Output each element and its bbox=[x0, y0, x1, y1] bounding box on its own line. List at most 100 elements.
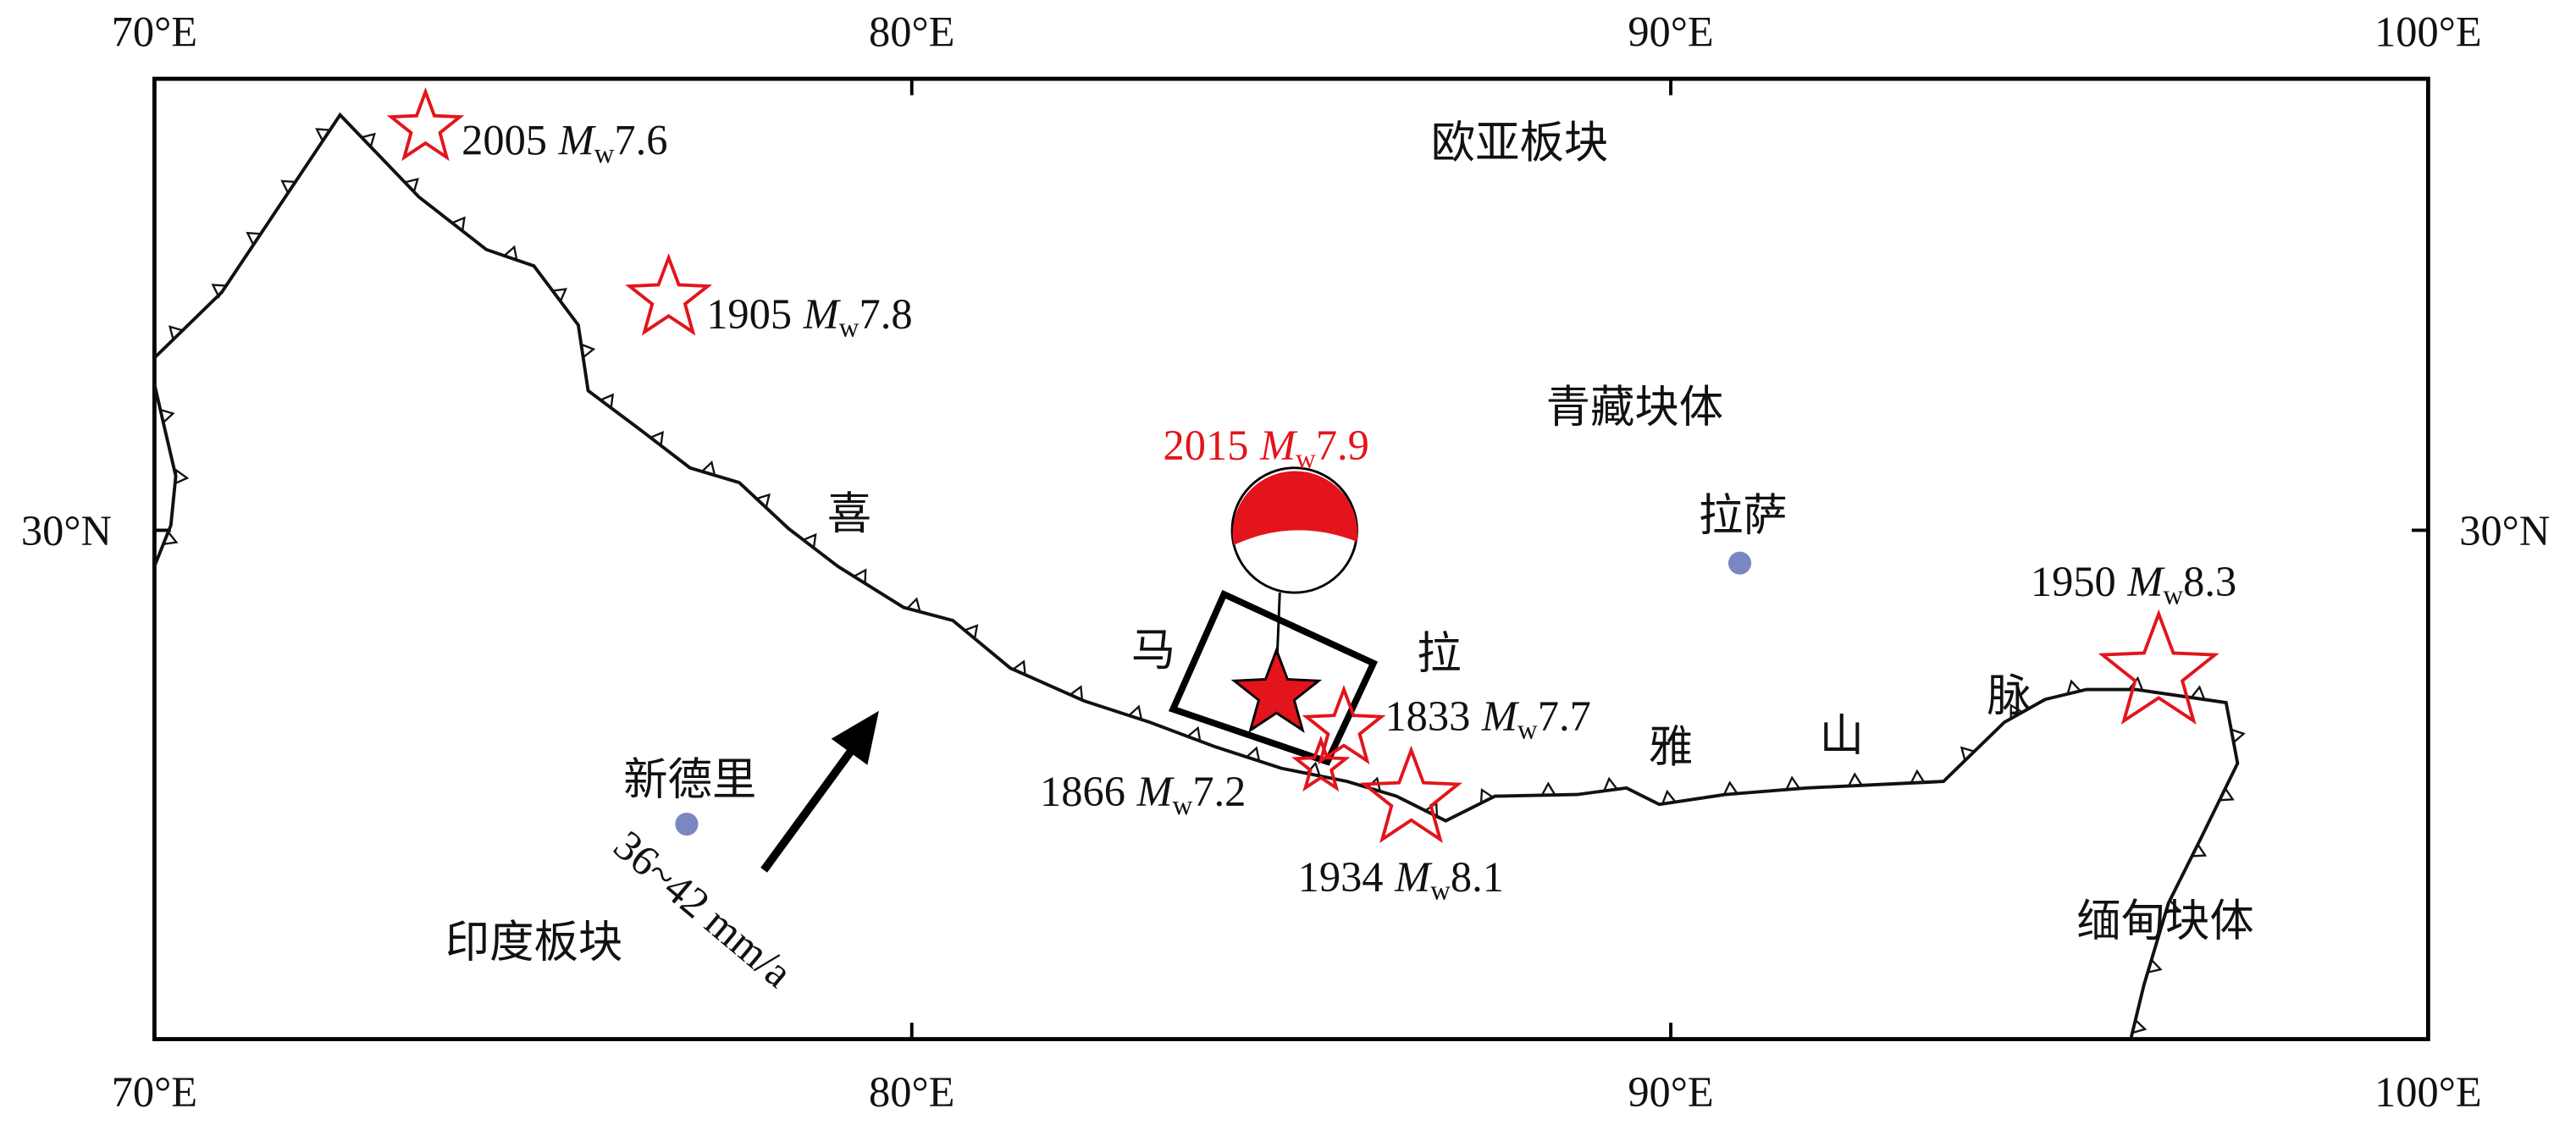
longitude-label: 90°E bbox=[1628, 1068, 1713, 1116]
magnitude-subscript: w bbox=[839, 313, 860, 344]
thrust-tooth bbox=[1909, 769, 1926, 785]
earthquake-star bbox=[1302, 684, 1386, 765]
thrust-tooth bbox=[598, 393, 615, 411]
magnitude-subscript: w bbox=[1517, 715, 1538, 746]
region-label: 印度板块 bbox=[445, 917, 622, 968]
thrust-tooth bbox=[2230, 728, 2246, 745]
longitude-label: 80°E bbox=[869, 8, 954, 55]
magnitude-symbol: M bbox=[1481, 692, 1520, 740]
magnitude-symbol: M bbox=[1394, 853, 1433, 901]
mountain-range-char: 喜 bbox=[827, 488, 871, 539]
earthquake-label: 1934 Mw8.1 bbox=[1298, 853, 1504, 907]
thrust-tooth bbox=[402, 177, 419, 194]
longitude-label: 90°E bbox=[1628, 8, 1713, 55]
earthquake-magnitude: 7.7 bbox=[1538, 692, 1591, 740]
thrust-tooth bbox=[211, 284, 229, 299]
thrust-tooth bbox=[1244, 746, 1261, 763]
magnitude-symbol: M bbox=[1259, 422, 1298, 469]
thrust-tooth bbox=[550, 288, 567, 304]
thrust-tooth bbox=[1011, 659, 1026, 676]
rupture-box bbox=[1168, 589, 1379, 766]
thrust-tooth bbox=[962, 624, 979, 641]
earthquake-star bbox=[1291, 736, 1351, 792]
earthquake-year: 2005 bbox=[462, 116, 547, 163]
longitude-label: 70°E bbox=[112, 1068, 197, 1116]
magnitude-subscript: w bbox=[1173, 791, 1193, 821]
magnitude-symbol: M bbox=[558, 116, 597, 163]
motion-arrow-head bbox=[831, 710, 879, 765]
thrust-tooth bbox=[1186, 725, 1202, 743]
thrust-tooth bbox=[502, 245, 518, 262]
thrust-tooth bbox=[755, 493, 771, 510]
earthquake-magnitude: 7.6 bbox=[614, 116, 667, 163]
thrust-tooth bbox=[1722, 780, 1739, 797]
thrust-tooth bbox=[1602, 776, 1619, 792]
motion-arrow-shaft bbox=[760, 739, 861, 873]
thrust-tooth bbox=[1960, 746, 1976, 763]
earthquake-year: 1950 bbox=[2031, 558, 2116, 605]
earthquake-label: 1905 Mw7.8 bbox=[706, 290, 912, 344]
thrust-tooth bbox=[1661, 789, 1678, 806]
thrust-tooth bbox=[801, 532, 817, 550]
mountain-range-char: 脉 bbox=[1987, 670, 2031, 722]
thrust-tooth bbox=[1305, 761, 1322, 778]
earthquake-label: 1866 Mw7.2 bbox=[1040, 768, 1246, 821]
earthquake-magnitude: 8.3 bbox=[2183, 558, 2236, 605]
thrust-tooth bbox=[280, 179, 297, 196]
thrust-tooth bbox=[1784, 775, 1802, 791]
map-frame bbox=[152, 76, 2430, 1042]
longitude-label: 80°E bbox=[869, 1068, 954, 1116]
thrust-tooth bbox=[2146, 957, 2163, 974]
thrust-tooth bbox=[158, 408, 175, 425]
city-label: 新德里 bbox=[623, 754, 756, 806]
earthquake-year: 1866 bbox=[1040, 768, 1125, 815]
earthquake-label: 2005 Mw7.6 bbox=[462, 116, 667, 169]
earthquake-star bbox=[625, 252, 713, 336]
thrust-tooth bbox=[1068, 685, 1084, 702]
latitude-label: 30°N bbox=[2459, 507, 2550, 554]
mountain-range-char: 马 bbox=[1131, 624, 1175, 676]
thrust-tooth bbox=[699, 460, 716, 477]
region-label: 欧亚板块 bbox=[1431, 117, 1608, 168]
thrust-tooth bbox=[315, 128, 332, 143]
thrust-tooth bbox=[1540, 781, 1557, 797]
magnitude-symbol: M bbox=[1136, 768, 1175, 815]
thrust-tooth bbox=[579, 343, 596, 360]
magnitude-subscript: w bbox=[594, 139, 615, 169]
thrust-tooth bbox=[162, 530, 179, 546]
thrust-tooth bbox=[174, 468, 190, 485]
thrust-tooth bbox=[2131, 1017, 2148, 1034]
thrust-tooth bbox=[852, 568, 867, 586]
earthquake-magnitude: 7.2 bbox=[1192, 768, 1246, 815]
longitude-label: 70°E bbox=[112, 8, 197, 55]
city-marker bbox=[1727, 551, 1752, 575]
earthquake-label: 2015 Mw7.9 bbox=[1164, 422, 1369, 475]
magnitude-subscript: w bbox=[2163, 581, 2183, 611]
magnitude-subscript: w bbox=[1430, 876, 1451, 907]
mountain-range-char: 拉 bbox=[1417, 627, 1461, 679]
earthquake-year: 1905 bbox=[706, 290, 792, 338]
earthquake-magnitude: 8.1 bbox=[1451, 853, 1504, 901]
earthquake-magnitude: 7.8 bbox=[860, 290, 913, 338]
thrust-tooth bbox=[246, 231, 263, 247]
mountain-range-char: 雅 bbox=[1649, 721, 1693, 773]
region-label: 青藏块体 bbox=[1546, 381, 1723, 433]
beachball-quadrant bbox=[1232, 471, 1358, 545]
thrust-tooth bbox=[1126, 704, 1143, 721]
thrust-tooth bbox=[648, 431, 664, 448]
earthquake-star bbox=[2098, 609, 2219, 725]
longitude-label: 100°E bbox=[2374, 1068, 2482, 1116]
region-label: 缅甸块体 bbox=[2076, 895, 2253, 946]
earthquake-star bbox=[1230, 646, 1323, 733]
magnitude-symbol: M bbox=[803, 290, 842, 338]
latitude-label: 30°N bbox=[21, 507, 112, 554]
earthquake-year: 1934 bbox=[1298, 853, 1384, 901]
earthquake-year: 1833 bbox=[1385, 692, 1470, 740]
mountain-range-char: 山 bbox=[1820, 709, 1864, 761]
thrust-tooth bbox=[2218, 786, 2235, 802]
city-label: 拉萨 bbox=[1699, 489, 1788, 541]
thrust-tooth bbox=[1479, 788, 1495, 805]
magnitude-subscript: w bbox=[1296, 444, 1316, 475]
longitude-label: 100°E bbox=[2374, 8, 2482, 55]
